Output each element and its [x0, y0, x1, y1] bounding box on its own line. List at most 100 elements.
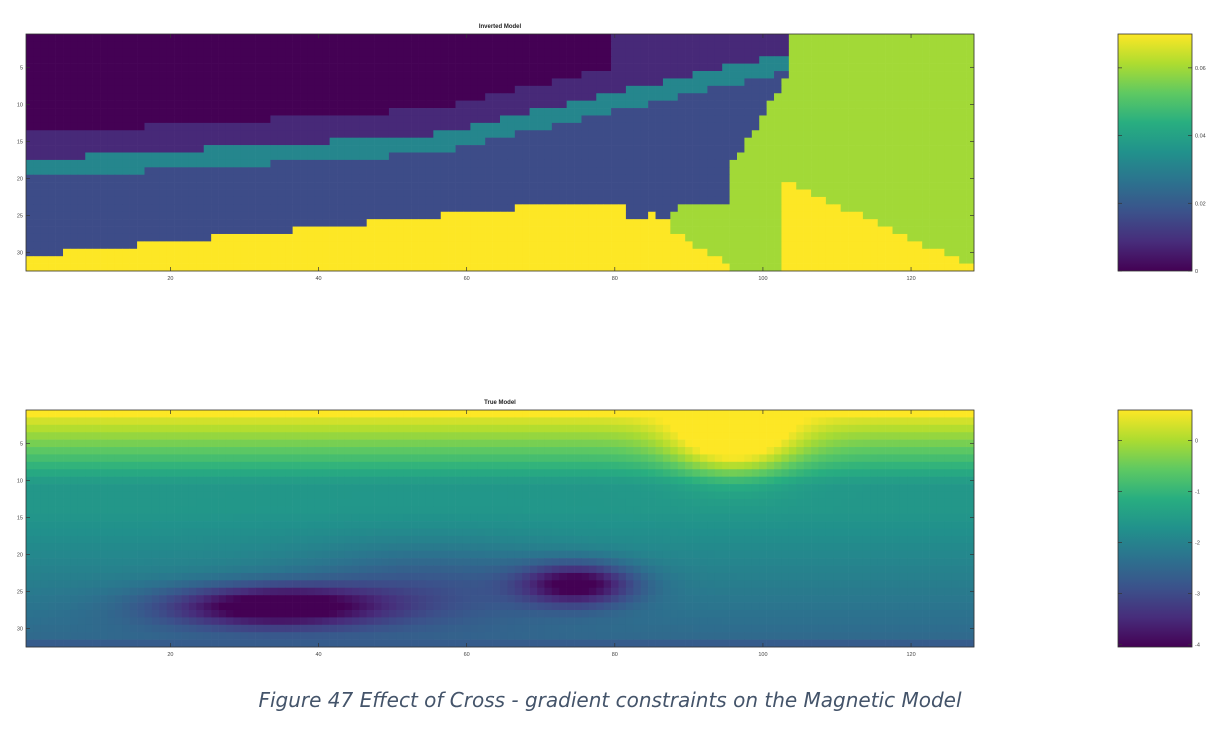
heatmap-cell: [899, 439, 908, 448]
heatmap-cell: [699, 56, 708, 64]
heatmap-cell: [218, 41, 227, 50]
heatmap-cell: [848, 439, 856, 448]
heatmap-cell: [618, 41, 627, 50]
heatmap-cell: [300, 122, 308, 131]
heatmap-cell: [774, 189, 782, 198]
heatmap-cell: [796, 137, 804, 146]
heatmap-cell: [559, 174, 567, 183]
heatmap-cell: [63, 410, 71, 418]
heatmap-cell: [151, 85, 160, 94]
heatmap-cell: [662, 152, 671, 161]
heatmap-cell: [33, 93, 42, 101]
heatmap-cell: [774, 137, 782, 146]
heatmap-cell: [529, 130, 538, 138]
heatmap-cell: [403, 424, 412, 433]
heatmap-cell: [396, 174, 405, 183]
heatmap-cell: [714, 130, 723, 138]
heatmap-cell: [462, 211, 471, 220]
heatmap-cell: [648, 108, 656, 116]
heatmap-cell: [722, 115, 730, 124]
heatmap-cell: [425, 454, 434, 463]
heatmap-cell: [929, 439, 938, 448]
heatmap-cell: [233, 219, 242, 227]
heatmap-cell: [159, 241, 168, 250]
heatmap-cell: [796, 56, 804, 64]
heatmap-cell: [181, 432, 190, 440]
heatmap-cell: [959, 211, 967, 220]
heatmap-cell: [855, 410, 864, 418]
heatmap-cell: [277, 41, 286, 50]
heatmap-cell: [818, 56, 827, 64]
heatmap-cell: [233, 454, 242, 463]
heatmap-cell: [55, 34, 64, 42]
heatmap-cell: [633, 34, 642, 42]
heatmap-cell: [788, 424, 797, 433]
heatmap-cell: [707, 115, 716, 124]
heatmap-cell: [70, 48, 79, 57]
heatmap-cell: [85, 93, 93, 101]
heatmap-cell: [196, 108, 205, 116]
heatmap-cell: [462, 447, 471, 455]
heatmap-cell: [129, 439, 138, 448]
heatmap-cell: [544, 56, 553, 64]
heatmap-cell: [692, 108, 701, 116]
heatmap-cell: [433, 159, 442, 168]
heatmap-cell: [248, 226, 256, 235]
heatmap-cell: [137, 211, 145, 220]
heatmap-cell: [781, 219, 790, 227]
heatmap-cell: [366, 85, 375, 94]
heatmap-cell: [737, 432, 745, 440]
heatmap-cell: [877, 152, 886, 161]
heatmap-cell: [411, 226, 419, 235]
heatmap-cell: [914, 78, 923, 87]
heatmap-cell: [544, 263, 553, 272]
heatmap-cell: [966, 447, 975, 455]
heatmap-cell: [514, 189, 523, 198]
heatmap-cell: [277, 100, 286, 109]
heatmap-cell: [403, 233, 412, 242]
heatmap-cell: [255, 219, 264, 227]
heatmap-cell: [907, 233, 916, 242]
heatmap-cell: [803, 108, 812, 116]
heatmap-cell: [848, 233, 856, 242]
heatmap-cell: [181, 71, 190, 79]
heatmap-cell: [692, 152, 701, 161]
heatmap-cell: [507, 196, 516, 205]
heatmap-cell: [588, 130, 597, 138]
heatmap-cell: [292, 219, 301, 227]
heatmap-cell: [411, 48, 419, 57]
heatmap-cell: [107, 145, 116, 153]
heatmap-cell: [625, 439, 634, 448]
heatmap-cell: [848, 71, 856, 79]
heatmap-cell: [500, 182, 508, 190]
heatmap-cell: [714, 100, 723, 109]
heatmap-cell: [892, 263, 901, 272]
heatmap-cell: [899, 226, 908, 235]
heatmap-cell: [574, 454, 582, 463]
heatmap-cell: [574, 78, 582, 87]
heatmap-cell: [811, 56, 819, 64]
heatmap-cell: [322, 85, 330, 94]
heatmap-cell: [337, 174, 345, 183]
heatmap-cell: [625, 145, 634, 153]
heatmap-cell: [151, 130, 160, 138]
heatmap-cell: [270, 71, 279, 79]
heatmap-cell: [166, 159, 175, 168]
heatmap-cell: [203, 447, 212, 455]
heatmap-cell: [781, 108, 790, 116]
heatmap-cell: [803, 233, 812, 242]
heatmap-cell: [959, 196, 967, 205]
heatmap-cell: [270, 447, 279, 455]
heatmap-cell: [440, 454, 449, 463]
heatmap-cell: [899, 93, 908, 101]
heatmap-cell: [774, 256, 782, 264]
heatmap-cell: [396, 226, 405, 235]
heatmap-cell: [677, 122, 686, 131]
heatmap-cell: [625, 196, 634, 205]
heatmap-cell: [322, 93, 330, 101]
heatmap-cell: [588, 204, 597, 213]
heatmap-cell: [640, 137, 649, 146]
heatmap-cell: [100, 93, 108, 101]
heatmap-cell: [737, 122, 745, 131]
heatmap-cell: [211, 152, 219, 161]
